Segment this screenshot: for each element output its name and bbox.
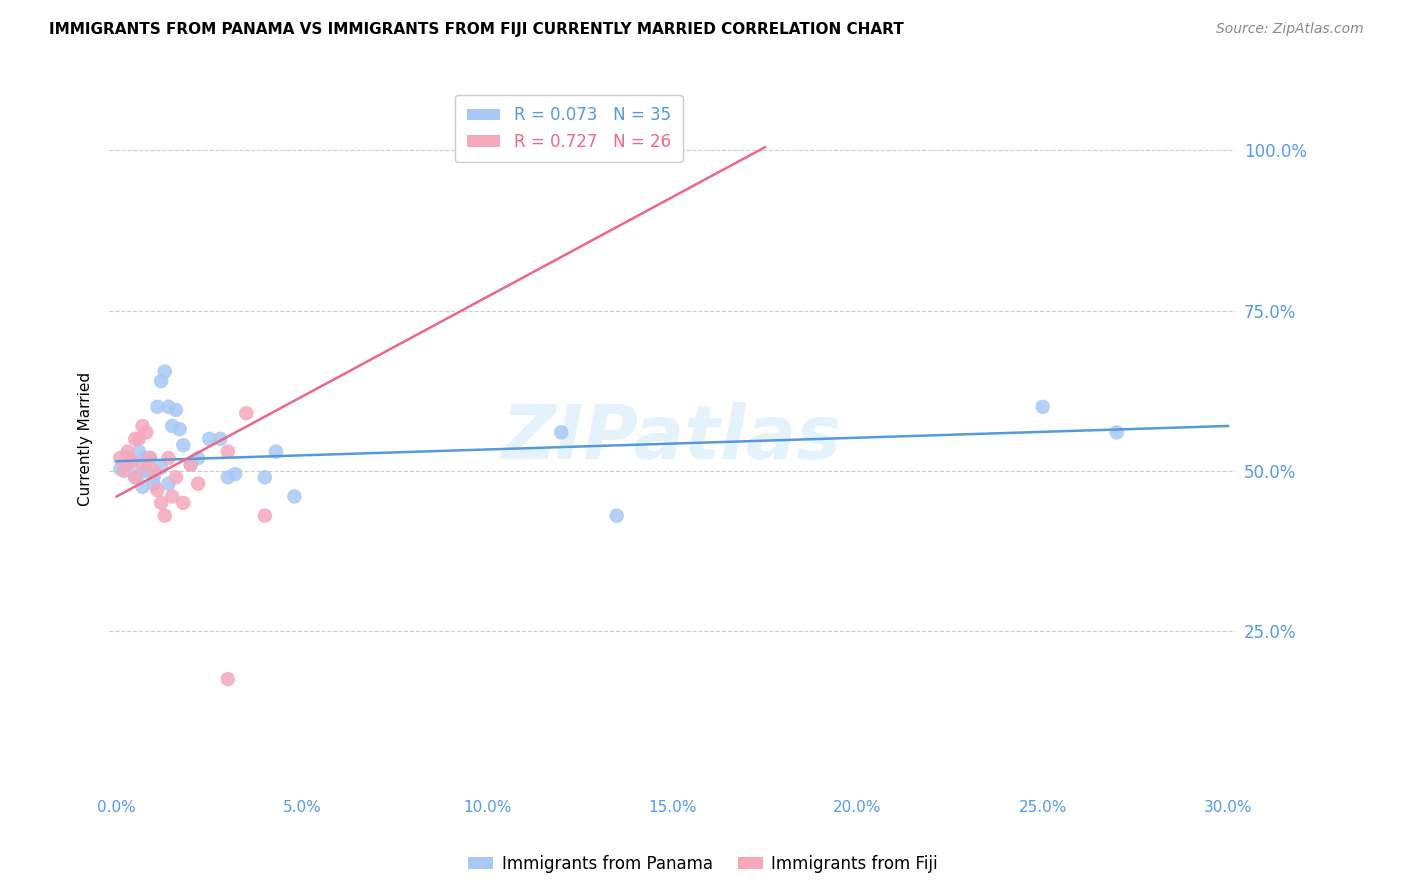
Legend: Immigrants from Panama, Immigrants from Fiji: Immigrants from Panama, Immigrants from … (461, 848, 945, 880)
Point (112, 464, 135, 478)
Point (121, 454, 143, 468)
Point (253, 470, 276, 484)
Point (135, 425, 157, 440)
Point (172, 496, 194, 510)
Text: IMMIGRANTS FROM PANAMA VS IMMIGRANTS FROM FIJI CURRENTLY MARRIED CORRELATION CHA: IMMIGRANTS FROM PANAMA VS IMMIGRANTS FRO… (49, 22, 904, 37)
Point (139, 450, 162, 465)
Point (1105, 425, 1128, 440)
Point (135, 464, 157, 478)
Point (224, 467, 246, 481)
Point (180, 458, 202, 472)
Point (157, 476, 180, 491)
Point (150, 496, 173, 510)
Point (157, 400, 180, 414)
Point (217, 672, 239, 686)
Point (606, 508, 628, 523)
Point (142, 476, 165, 491)
Point (135, 450, 157, 465)
Point (187, 476, 209, 491)
Point (131, 480, 153, 494)
Y-axis label: Currently Married: Currently Married (79, 372, 93, 506)
Point (160, 419, 183, 434)
Point (110, 462, 132, 476)
Point (165, 470, 187, 484)
Point (124, 470, 146, 484)
Point (124, 470, 146, 484)
Point (1032, 400, 1054, 414)
Text: ZIPatlas: ZIPatlas (502, 402, 842, 475)
Point (146, 483, 169, 497)
Point (150, 374, 173, 388)
Point (253, 508, 276, 523)
Point (157, 450, 180, 465)
Point (160, 490, 183, 504)
Point (117, 450, 139, 465)
Point (165, 403, 187, 417)
Point (172, 438, 194, 452)
Point (142, 464, 165, 478)
Point (235, 406, 257, 420)
Point (131, 419, 153, 434)
Point (128, 432, 150, 446)
Point (180, 458, 202, 472)
Point (153, 364, 176, 378)
Point (128, 444, 150, 458)
Point (550, 425, 572, 440)
Point (142, 470, 165, 484)
Point (198, 432, 221, 446)
Point (217, 444, 239, 458)
Point (209, 432, 232, 446)
Point (131, 458, 153, 472)
Legend: R = 0.073   N = 35, R = 0.727   N = 26: R = 0.073 N = 35, R = 0.727 N = 26 (456, 95, 682, 162)
Point (146, 400, 169, 414)
Point (117, 444, 139, 458)
Point (150, 460, 173, 475)
Point (124, 432, 146, 446)
Point (121, 454, 143, 468)
Point (110, 450, 132, 465)
Point (153, 508, 176, 523)
Point (217, 470, 239, 484)
Point (187, 450, 209, 465)
Text: Source: ZipAtlas.com: Source: ZipAtlas.com (1216, 22, 1364, 37)
Point (139, 450, 162, 465)
Point (264, 444, 287, 458)
Point (117, 458, 139, 472)
Point (169, 422, 191, 436)
Point (283, 490, 305, 504)
Point (128, 467, 150, 481)
